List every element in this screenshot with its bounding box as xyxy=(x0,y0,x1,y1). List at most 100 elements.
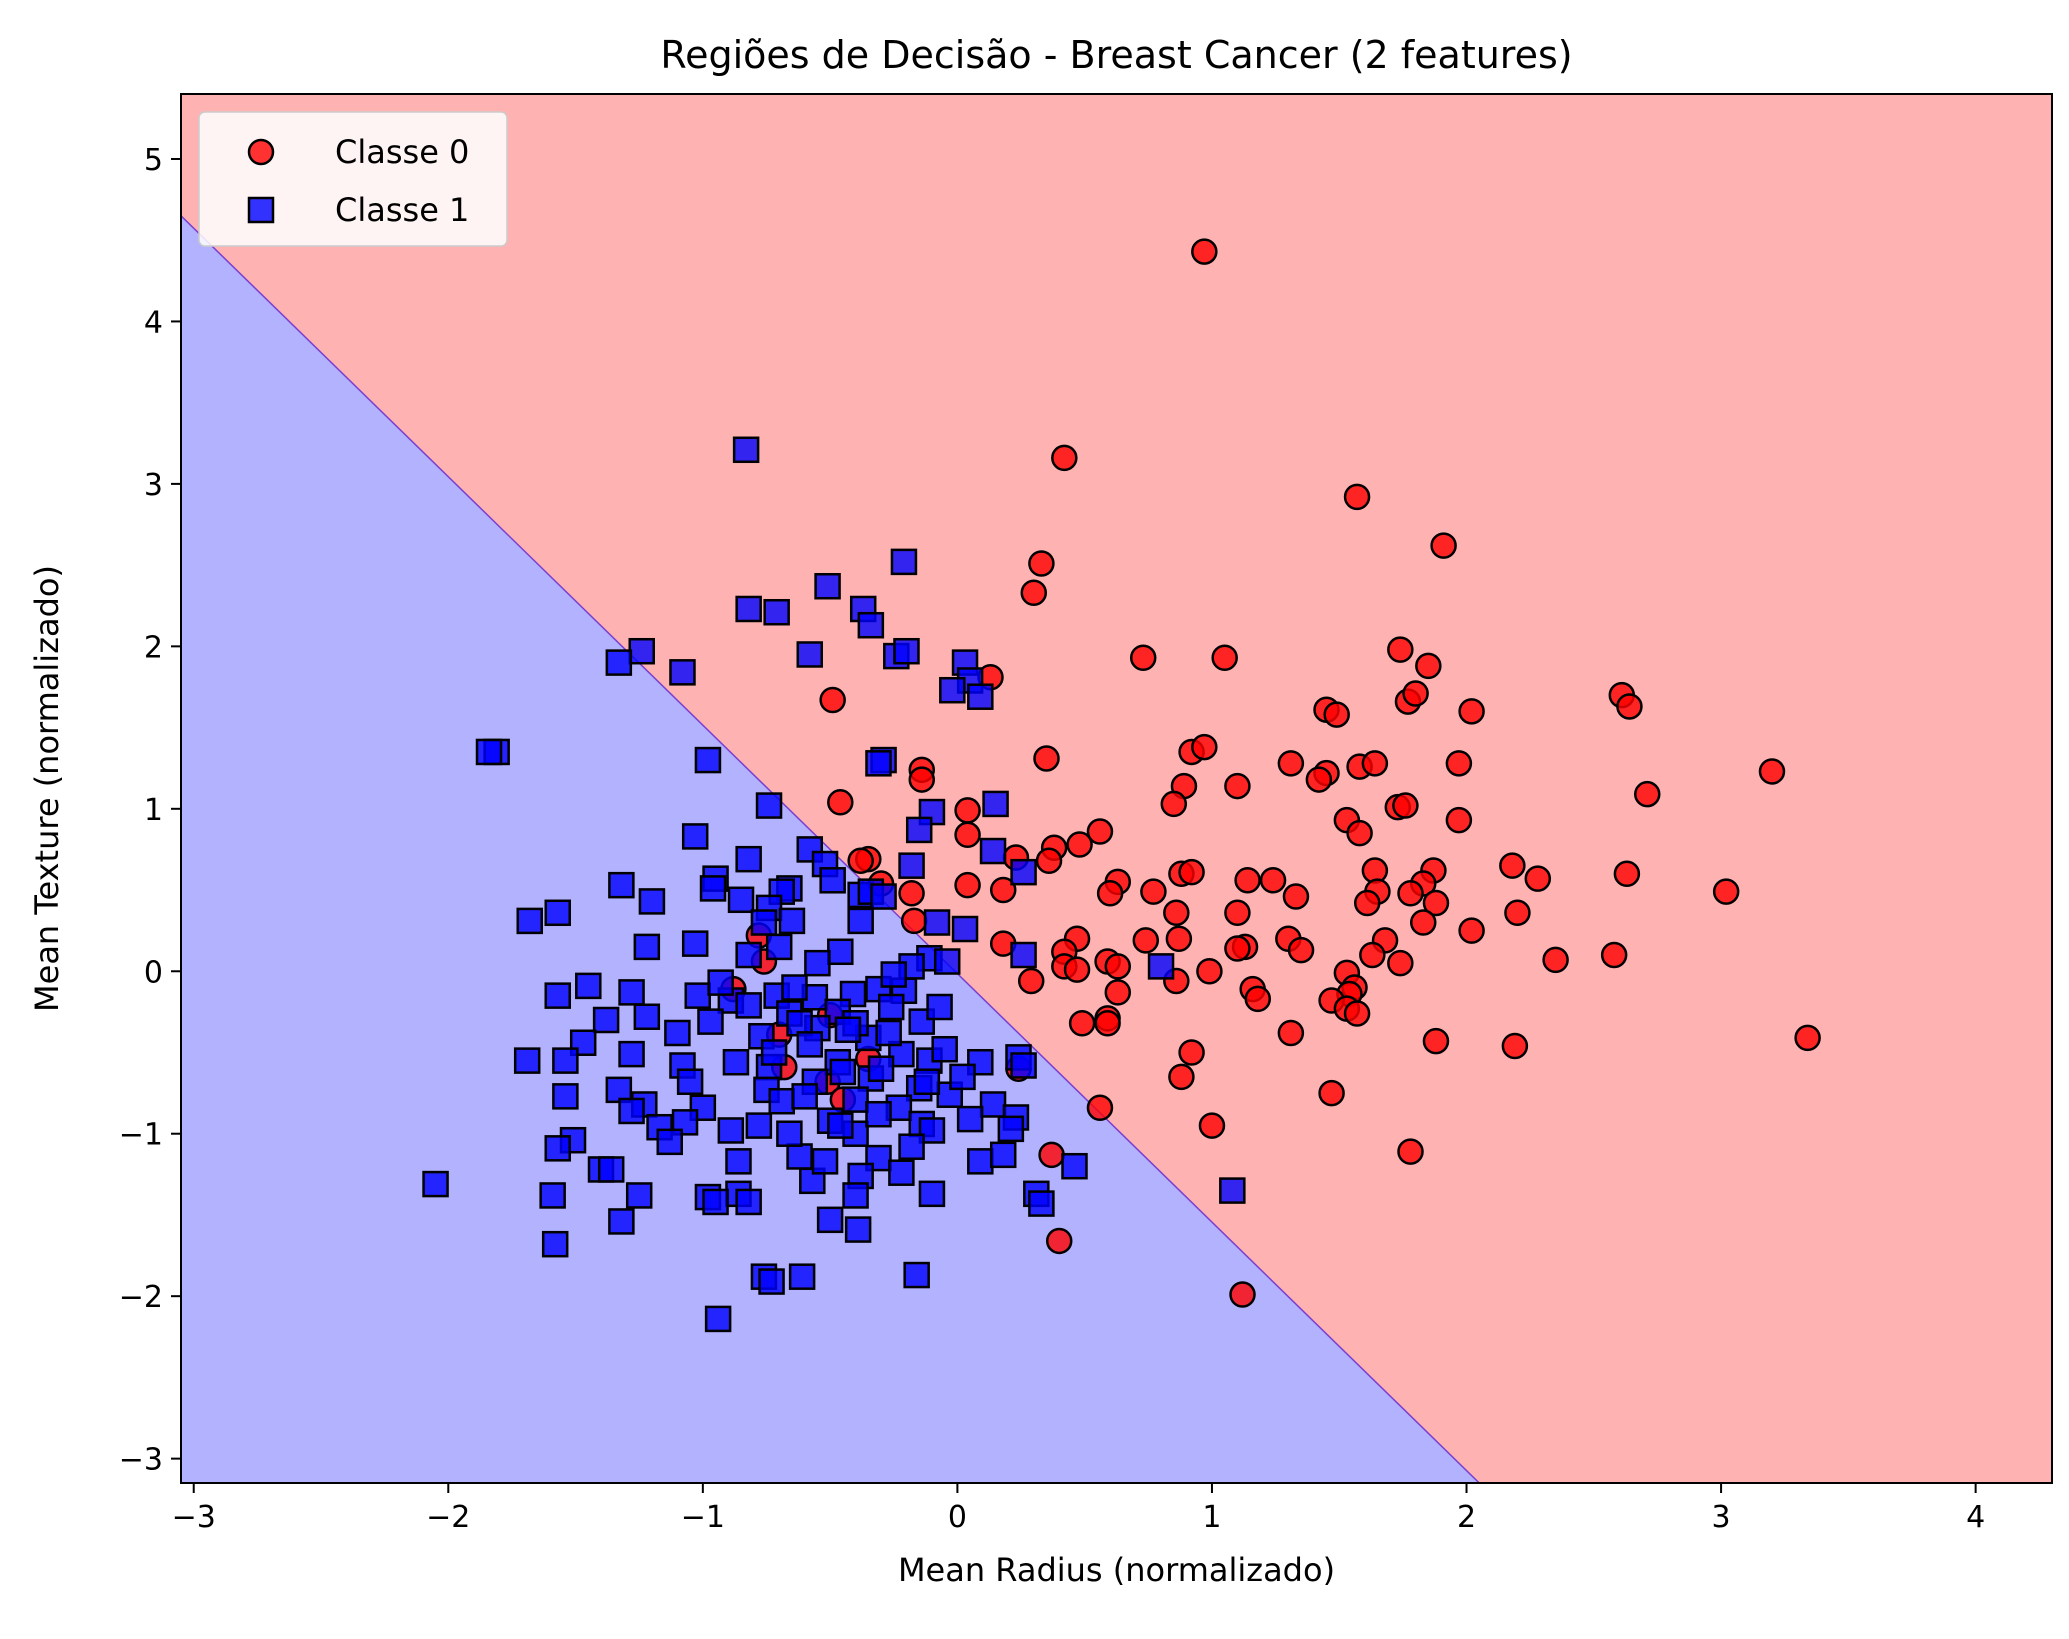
point-classe-0-112 xyxy=(1094,1009,1121,1037)
point-classe-1-143 xyxy=(844,1216,872,1243)
point-classe-1-63 xyxy=(618,979,645,1006)
plot-frame xyxy=(180,93,2053,1484)
point-classe-1-141 xyxy=(842,1182,869,1209)
point-classe-1-105 xyxy=(768,1087,796,1115)
point-classe-0-37 xyxy=(1392,792,1419,819)
point-classe-0-96 xyxy=(1104,953,1132,980)
point-classe-1-3 xyxy=(735,595,762,623)
point-classe-0-2 xyxy=(1343,483,1371,511)
point-classe-0-72 xyxy=(1353,889,1381,917)
point-classe-1-19 xyxy=(694,746,722,774)
point-classe-1-178 xyxy=(834,1016,862,1043)
point-classe-0-117 xyxy=(1178,1039,1205,1066)
point-classe-1-7 xyxy=(796,641,824,668)
point-classe-0-127 xyxy=(1045,1227,1073,1255)
x-tick-label-2: 2 xyxy=(1457,1500,1476,1535)
y-tick-label-0: 0 xyxy=(144,955,163,990)
point-classe-0-116 xyxy=(1501,1032,1529,1060)
x-tick-label--1: −1 xyxy=(681,1500,725,1535)
point-classe-1-157 xyxy=(829,1058,857,1086)
point-classe-1-153 xyxy=(1147,953,1175,980)
y-tick-label-5: 5 xyxy=(144,143,163,178)
point-classe-0-58 xyxy=(1234,867,1261,894)
point-classe-1-28 xyxy=(979,837,1007,865)
point-classe-0-77 xyxy=(900,907,928,935)
x-tick-label--3: −3 xyxy=(172,1500,216,1535)
point-classe-1-2 xyxy=(814,572,841,600)
point-classe-0-8 xyxy=(1211,644,1238,671)
point-classe-1-176 xyxy=(656,1128,684,1156)
point-classe-1-61 xyxy=(575,972,602,1000)
point-classe-0-65 xyxy=(1397,880,1424,907)
point-classe-1-45 xyxy=(544,899,571,927)
point-classe-1-109 xyxy=(979,1091,1007,1118)
point-classe-0-30 xyxy=(908,766,936,793)
point-classe-1-62 xyxy=(544,982,571,1009)
point-classe-0-64 xyxy=(1140,878,1167,905)
point-classe-0-4 xyxy=(1028,550,1055,577)
point-classe-1-9 xyxy=(893,637,920,665)
point-classe-0-33 xyxy=(1634,780,1661,808)
point-classe-0-44 xyxy=(1066,831,1093,858)
point-classe-1-155 xyxy=(867,1055,895,1082)
y-tick-label--3: −3 xyxy=(119,1443,163,1478)
y-tick-label-1: 1 xyxy=(144,793,163,828)
y-tick-label--1: −1 xyxy=(119,1118,163,1153)
point-classe-1-31 xyxy=(898,852,925,879)
point-classe-1-136 xyxy=(608,1208,635,1235)
plot-area xyxy=(181,94,2052,1483)
point-classe-1-150 xyxy=(758,1268,785,1295)
points-layer xyxy=(422,238,1821,1333)
point-classe-0-1 xyxy=(1051,444,1078,472)
point-classe-0-0 xyxy=(1191,238,1218,265)
point-classe-0-43 xyxy=(954,821,981,849)
point-classe-0-80 xyxy=(1165,925,1193,953)
point-classe-1-29 xyxy=(735,845,762,873)
point-classe-1-126 xyxy=(967,1148,994,1175)
point-classe-1-142 xyxy=(816,1206,844,1234)
point-classe-0-73 xyxy=(1504,899,1531,927)
point-classe-0-7 xyxy=(1129,644,1157,671)
point-classe-1-106 xyxy=(842,1086,869,1113)
point-classe-0-49 xyxy=(847,847,874,875)
point-classe-0-92 xyxy=(1542,946,1569,974)
point-classe-1-164 xyxy=(760,1039,788,1066)
point-classe-1-179 xyxy=(913,1068,941,1095)
point-classe-1-137 xyxy=(539,1182,566,1209)
point-classe-1-163 xyxy=(735,992,762,1019)
point-classe-0-55 xyxy=(1613,860,1641,888)
point-classe-0-123 xyxy=(1086,1094,1114,1121)
x-tick-label--2: −2 xyxy=(426,1500,470,1535)
y-tick-label-3: 3 xyxy=(144,468,163,503)
point-classe-0-125 xyxy=(1038,1141,1065,1169)
point-classe-1-168 xyxy=(865,1100,892,1128)
point-classe-1-161 xyxy=(949,1063,976,1091)
point-classe-0-32 xyxy=(1224,772,1251,800)
point-classe-0-11 xyxy=(819,686,846,714)
point-classe-0-126 xyxy=(1397,1138,1424,1165)
point-classe-0-71 xyxy=(1422,889,1450,917)
point-classe-0-105 xyxy=(1244,985,1272,1013)
point-classe-1-177 xyxy=(811,1148,839,1175)
point-classe-1-51 xyxy=(750,909,778,936)
x-tick-label-0: 0 xyxy=(948,1500,967,1535)
point-classe-1-172 xyxy=(804,949,831,977)
point-classe-0-34 xyxy=(827,789,854,816)
point-classe-0-106 xyxy=(1104,979,1132,1006)
point-classe-1-73 xyxy=(877,993,905,1021)
point-classe-0-42 xyxy=(954,797,981,824)
point-classe-0-27 xyxy=(1758,758,1786,785)
point-classe-0-81 xyxy=(1132,927,1160,954)
point-classe-1-147 xyxy=(903,1261,930,1289)
point-classe-1-101 xyxy=(552,1083,579,1110)
point-classe-0-41 xyxy=(1346,819,1373,847)
point-classe-1-175 xyxy=(725,1148,752,1175)
point-classe-1-169 xyxy=(926,993,953,1021)
point-classe-1-22 xyxy=(755,792,783,819)
point-classe-1-21 xyxy=(865,750,892,777)
point-classe-0-76 xyxy=(1409,909,1437,936)
point-classe-0-50 xyxy=(1499,852,1526,879)
point-classe-1-83 xyxy=(513,1047,541,1074)
point-classe-1-162 xyxy=(875,1019,902,1047)
point-classe-0-22 xyxy=(1277,750,1305,777)
